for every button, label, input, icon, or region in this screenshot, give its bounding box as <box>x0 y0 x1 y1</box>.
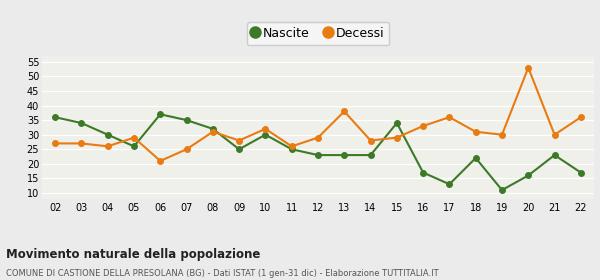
Legend: Nascite, Decessi: Nascite, Decessi <box>247 22 389 45</box>
Nascite <box>104 133 112 136</box>
Text: COMUNE DI CASTIONE DELLA PRESOLANA (BG) - Dati ISTAT (1 gen-31 dic) - Elaborazio: COMUNE DI CASTIONE DELLA PRESOLANA (BG) … <box>6 269 439 278</box>
Decessi <box>524 66 532 69</box>
Nascite <box>262 133 269 136</box>
Decessi <box>209 130 217 134</box>
Decessi <box>499 133 506 136</box>
Decessi <box>419 124 427 128</box>
Nascite <box>236 148 243 151</box>
Line: Decessi: Decessi <box>52 65 584 164</box>
Nascite <box>314 153 322 157</box>
Decessi <box>104 145 112 148</box>
Line: Nascite: Nascite <box>52 111 584 193</box>
Decessi <box>183 148 190 151</box>
Decessi <box>130 136 137 139</box>
Nascite <box>52 116 59 119</box>
Decessi <box>288 145 295 148</box>
Decessi <box>314 136 322 139</box>
Nascite <box>524 174 532 177</box>
Nascite <box>367 153 374 157</box>
Nascite <box>551 153 558 157</box>
Text: Movimento naturale della popolazione: Movimento naturale della popolazione <box>6 248 260 261</box>
Decessi <box>472 130 479 134</box>
Decessi <box>78 142 85 145</box>
Decessi <box>262 127 269 130</box>
Decessi <box>157 159 164 163</box>
Decessi <box>367 139 374 142</box>
Nascite <box>209 127 217 130</box>
Decessi <box>577 116 584 119</box>
Nascite <box>472 156 479 160</box>
Nascite <box>157 113 164 116</box>
Decessi <box>236 139 243 142</box>
Nascite <box>577 171 584 174</box>
Nascite <box>499 188 506 192</box>
Nascite <box>341 153 348 157</box>
Nascite <box>419 171 427 174</box>
Nascite <box>288 148 295 151</box>
Nascite <box>78 121 85 125</box>
Decessi <box>393 136 400 139</box>
Nascite <box>130 145 137 148</box>
Decessi <box>551 133 558 136</box>
Decessi <box>52 142 59 145</box>
Nascite <box>393 121 400 125</box>
Nascite <box>183 118 190 122</box>
Decessi <box>341 110 348 113</box>
Decessi <box>446 116 453 119</box>
Nascite <box>446 183 453 186</box>
